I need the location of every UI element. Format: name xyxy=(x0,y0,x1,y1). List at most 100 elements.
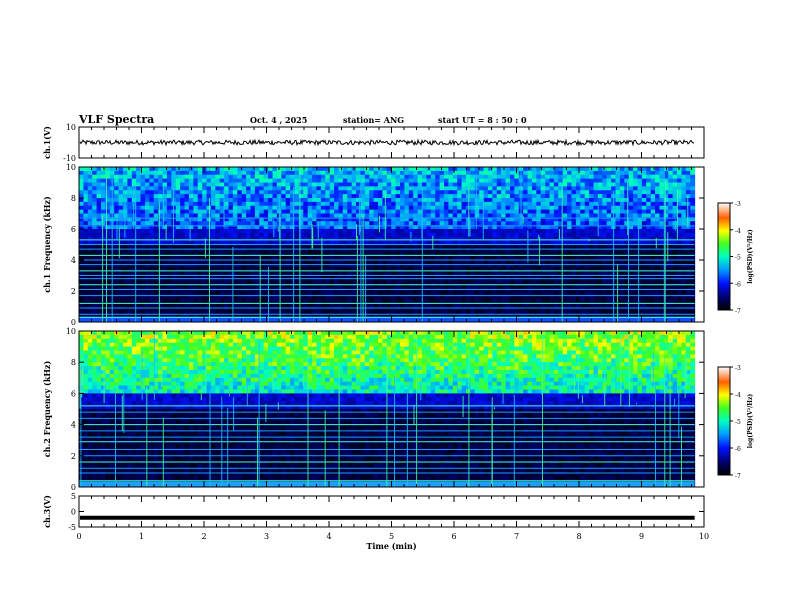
ch1-spectrogram-cell xyxy=(329,198,335,203)
ch1-spectrogram-cell xyxy=(457,275,463,280)
ch1-spectrogram-cell xyxy=(571,298,577,304)
ch1-spectrogram-cell xyxy=(210,213,216,218)
ch1-spectrogram-cell xyxy=(158,232,164,238)
ch1-spectrogram-cell xyxy=(461,213,467,218)
ch1-spectrogram-cell xyxy=(395,170,401,176)
ch1-spectrogram-cell xyxy=(461,229,467,234)
ch1-spectrogram-cell xyxy=(681,252,687,257)
ch1-spectrogram-cell xyxy=(378,213,383,218)
ch1-spectrogram-cell xyxy=(219,170,225,176)
ch1-spectrogram-cell xyxy=(417,186,423,191)
ch1-spectrogram-cell xyxy=(131,217,137,222)
ch1-spectrogram-cell xyxy=(254,167,260,172)
ch1-spectrogram-cell xyxy=(312,198,317,203)
ch1-spectrogram-cell xyxy=(105,174,111,180)
ch1-spectrogram-cell xyxy=(650,167,656,172)
ch1-spectrogram-cell xyxy=(162,178,168,184)
ch1-spectrogram-cell xyxy=(100,225,106,230)
ch1-spectrogram-cell xyxy=(378,190,383,195)
ch1-spectrogram-cell xyxy=(175,302,181,308)
ch1-spectrogram-cell xyxy=(575,263,581,269)
ch1-spectrogram-cell xyxy=(197,190,203,195)
ch1-spectrogram-cell xyxy=(206,217,212,222)
ch1-spectrogram-cell xyxy=(690,182,696,187)
ch1-spectrogram-cell xyxy=(395,205,401,211)
ch1-spectrogram-cell xyxy=(659,232,665,238)
ch1-spectrogram-cell xyxy=(659,298,665,304)
ch1-spectrogram-cell xyxy=(294,271,300,277)
ch1-spectrogram-cell xyxy=(259,198,265,203)
ch1-spectrogram-cell xyxy=(347,267,353,273)
ch1-spectrogram-cell xyxy=(685,271,691,277)
ch1-spectrogram-cell xyxy=(589,182,594,187)
ch1-spectrogram-cell xyxy=(435,229,441,234)
ch1-spectrogram-cell xyxy=(369,248,375,253)
ch1-spectrogram-cell xyxy=(250,170,256,176)
ch1-spectrogram-cell xyxy=(641,271,647,277)
ch1-spectrogram-cell xyxy=(606,178,612,184)
ch1-spectrogram-cell xyxy=(602,182,608,187)
ch1-spectrogram-cell xyxy=(628,170,634,176)
ch1-spectrogram-cell xyxy=(347,217,353,222)
ch1-spectrogram-cell xyxy=(681,198,687,203)
ch1-spectrogram-cell xyxy=(509,279,515,284)
ch1-spectrogram-cell xyxy=(188,252,194,257)
ch1-spectrogram-cell xyxy=(342,236,348,242)
ch1-spectrogram-cell xyxy=(562,283,568,288)
ch1-spectrogram-cell xyxy=(611,167,616,172)
ch1-spectrogram-cell xyxy=(171,275,177,280)
ch1-spectrogram-cell xyxy=(641,240,647,246)
ch1-spectrogram-cell xyxy=(276,279,282,284)
ch1-spectrogram-cell xyxy=(136,298,142,304)
ch1-spectrogram-cell xyxy=(96,302,102,308)
ch1-spectrogram-cell xyxy=(408,174,414,180)
ch1-spectrogram-cell xyxy=(329,291,335,296)
ch1-spectrogram-cell xyxy=(527,271,533,277)
ch1-spectrogram-cell xyxy=(681,240,687,246)
ch1-spectrogram-cell xyxy=(663,248,669,253)
ch1-spectrogram-cell xyxy=(584,248,590,253)
ch1-spectrogram-cell xyxy=(294,194,300,199)
ch1-spectrogram-cell xyxy=(549,248,555,253)
ch1-spectrogram-cell xyxy=(474,260,480,265)
ch1-spectrogram-cell xyxy=(298,279,304,284)
ch1-spectrogram-cell xyxy=(672,298,678,304)
ch1-spectrogram-cell xyxy=(553,263,559,269)
ch1-spectrogram-cell xyxy=(272,256,278,261)
ch1-spectrogram-cell xyxy=(114,260,120,265)
ch1-spectrogram-cell xyxy=(668,279,674,284)
ch1-spectrogram-cell xyxy=(470,236,476,242)
ch1-spectrogram-cell xyxy=(334,279,339,284)
ch1-spectrogram-cell xyxy=(465,283,471,288)
ch1-spectrogram-cell xyxy=(474,271,480,277)
ch1-spectrogram-cell xyxy=(202,213,208,218)
ch1-spectrogram-cell xyxy=(202,178,208,184)
ch1-spectrogram-cell xyxy=(426,302,432,308)
ch1-spectrogram-cell xyxy=(276,256,282,261)
ch1-spectrogram-cell xyxy=(241,248,247,253)
ch1-spectrogram-cell xyxy=(184,167,190,172)
ch1-spectrogram-cell xyxy=(114,283,120,288)
ch1-spectrogram-cell xyxy=(628,186,634,191)
ch1-spectrogram-cell xyxy=(430,213,436,218)
ch1-spectrogram-cell xyxy=(439,225,445,230)
ch1-spectrogram-cell xyxy=(92,201,98,207)
ch1-spectrogram-cell xyxy=(281,271,287,277)
ch1-spectrogram-cell xyxy=(562,279,568,284)
ch1-spectrogram-cell xyxy=(215,291,221,296)
ch1-spectrogram-cell xyxy=(457,260,463,265)
ch1-spectrogram-cell xyxy=(479,298,485,304)
ch1-spectrogram-cell xyxy=(545,256,551,261)
ch1-spectrogram-cell xyxy=(149,186,155,191)
ch1-spectrogram-cell xyxy=(325,298,331,304)
ch1-spectrogram-cell xyxy=(553,244,559,249)
ch1-spectrogram-cell xyxy=(250,205,256,211)
ch1-spectrogram-cell xyxy=(210,252,216,257)
ch1-spectrogram-cell xyxy=(602,248,608,253)
ch1-spectrogram-cell xyxy=(325,248,331,253)
ch1-spectrogram-cell xyxy=(443,213,449,218)
ch1-spectrogram-cell xyxy=(210,256,216,261)
ch1-spectrogram-cell xyxy=(210,198,216,203)
ch1-spectrogram-cell xyxy=(83,225,89,230)
ch1-spectrogram-cell xyxy=(83,294,89,300)
